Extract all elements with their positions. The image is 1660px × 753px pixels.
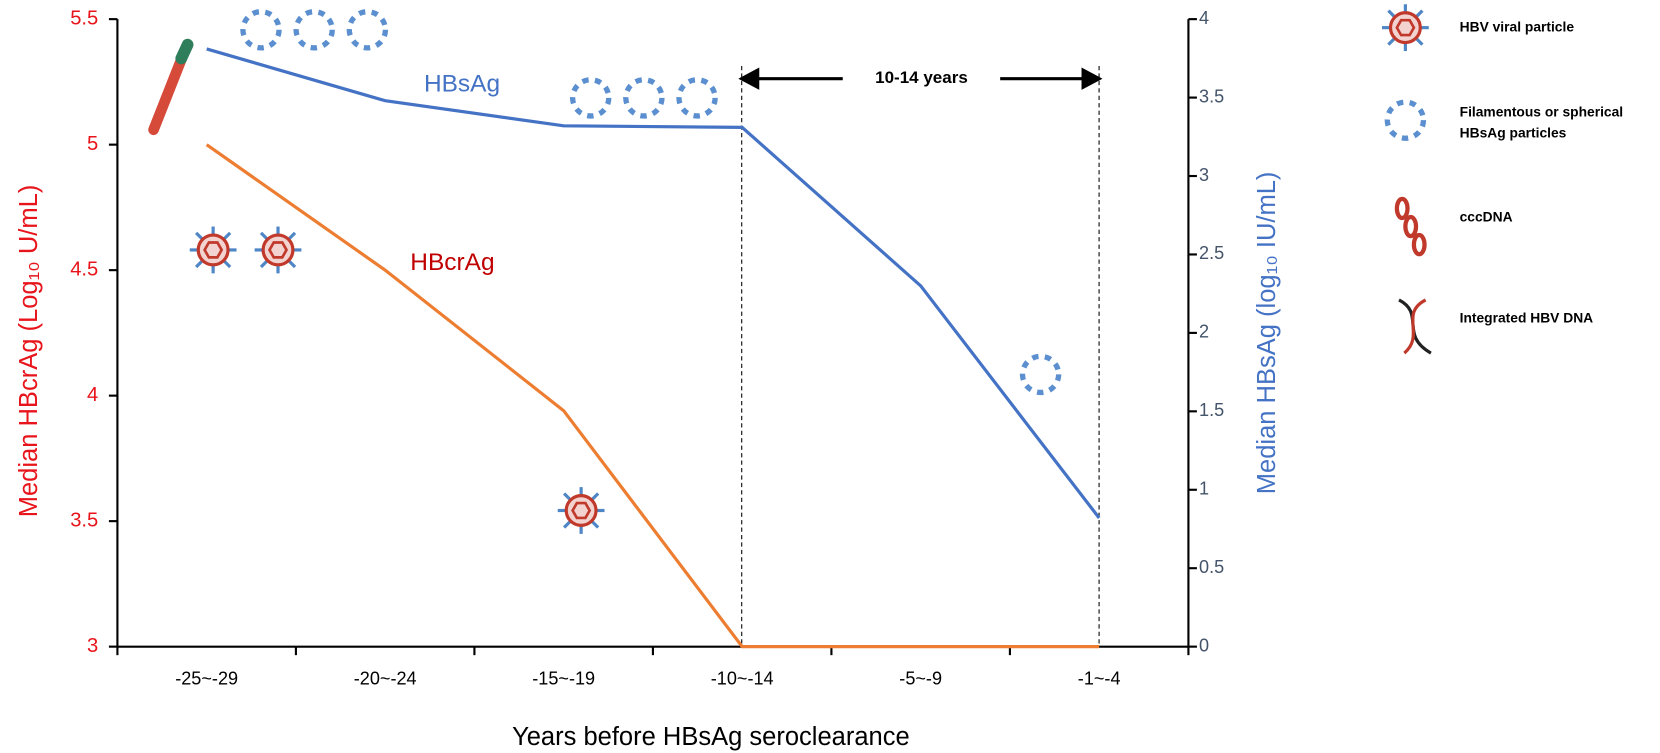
x-tick-label: -25~-29 [175, 668, 238, 688]
legend-icon [1387, 102, 1423, 138]
y-tick-label: 4 [87, 384, 98, 406]
y2-tick-label: 3.5 [1199, 86, 1224, 106]
period-arrow [738, 67, 1103, 90]
icon-legend: HBV viral particle Filamentous or spheric… [1460, 18, 1624, 325]
virus-icon [253, 224, 304, 275]
y-tick-label: 5.5 [70, 7, 98, 29]
particle-icon [1023, 356, 1059, 392]
period-label: 10-14 years [875, 68, 968, 87]
particle-icon [349, 12, 385, 48]
x-tick-label: -15~-19 [532, 668, 595, 688]
particle-icon [296, 12, 332, 48]
x-axis-title: Years before HBsAg seroclearance [512, 723, 910, 751]
y2-tick-label: 0 [1199, 635, 1209, 655]
y2-tick-label: 1 [1199, 479, 1209, 499]
series-line [205, 143, 1100, 649]
legend-icon [1394, 196, 1427, 257]
x-tick-label: -5~-9 [899, 668, 942, 688]
virus-icon [556, 485, 607, 536]
tube-icon [148, 38, 194, 136]
x-tick-label: -1~-4 [1078, 668, 1121, 688]
legend-label: Integrated HBV DNA [1460, 310, 1594, 326]
y-tick-label: 5 [87, 133, 98, 155]
y2-tick-label: 4 [1199, 8, 1209, 28]
series-label: HBcrAg [410, 249, 494, 276]
x-tick-label: -20~-24 [354, 668, 417, 688]
particle-icon [626, 80, 662, 116]
legend-icon [1398, 298, 1432, 355]
y2-tick-label: 0.5 [1199, 557, 1224, 577]
particle-icon [679, 80, 715, 116]
y-tick-label: 3.5 [70, 509, 98, 531]
x-tick-label: -10~-14 [711, 668, 774, 688]
series-label: HBsAg [424, 71, 500, 98]
y-tick-label: 4.5 [70, 258, 98, 280]
y2-axis-title: Median HBsAg (log₁₀ IU/mL) [1253, 172, 1281, 495]
legend-label: HBsAg particles [1460, 125, 1567, 141]
y-axis-title: Median HBcrAg (Log₁₀ U/mL) [15, 185, 43, 518]
y2-tick-label: 1.5 [1199, 400, 1224, 420]
particle-icon [243, 12, 279, 48]
y2-tick-label: 3 [1199, 165, 1209, 185]
particle-icon [573, 80, 609, 116]
legend-label: cccDNA [1460, 209, 1513, 225]
y2-tick-label: 2 [1199, 322, 1209, 342]
y-tick-label: 3 [87, 635, 98, 657]
legend-icon [1380, 2, 1431, 53]
series-line [206, 47, 1101, 519]
virus-icon [188, 224, 239, 275]
legend-label: Filamentous or spherical [1460, 103, 1624, 119]
y2-tick-label: 2.5 [1199, 243, 1224, 263]
legend-label: HBV viral particle [1460, 18, 1575, 34]
